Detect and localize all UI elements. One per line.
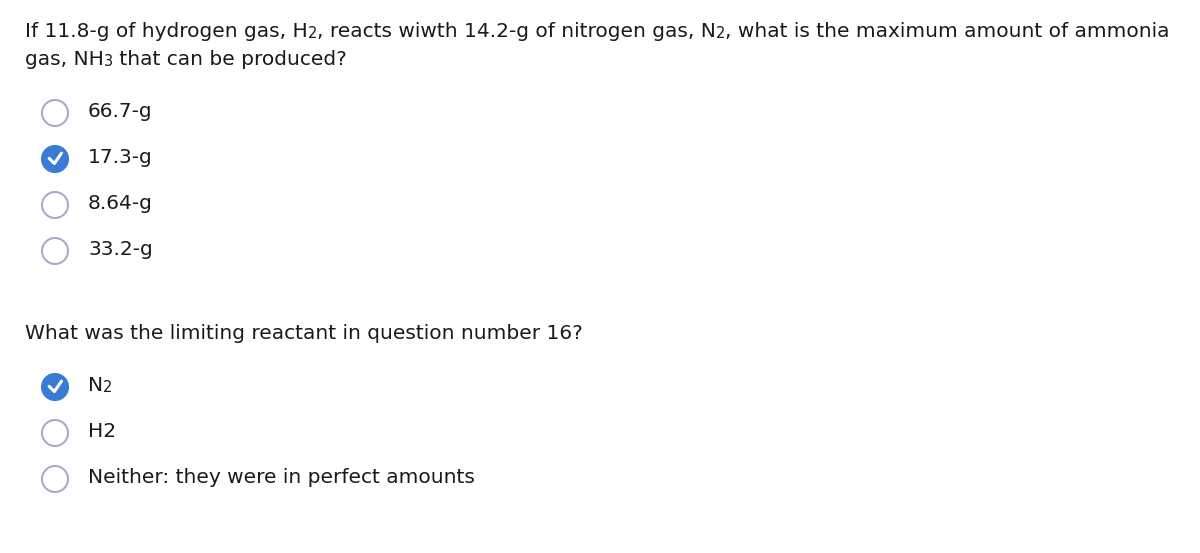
Text: 2: 2 <box>716 26 725 41</box>
Text: , what is the maximum amount of ammonia: , what is the maximum amount of ammonia <box>725 22 1170 41</box>
Text: If 11.8-g of hydrogen gas, H: If 11.8-g of hydrogen gas, H <box>25 22 307 41</box>
Text: 66.7-g: 66.7-g <box>88 102 152 121</box>
Text: gas, NH: gas, NH <box>25 50 104 69</box>
Text: What was the limiting reactant in question number 16?: What was the limiting reactant in questi… <box>25 324 583 343</box>
Text: N: N <box>88 376 103 395</box>
Text: 33.2-g: 33.2-g <box>88 240 152 259</box>
Text: 17.3-g: 17.3-g <box>88 148 152 167</box>
Text: that can be produced?: that can be produced? <box>113 50 347 69</box>
Text: Neither: they were in perfect amounts: Neither: they were in perfect amounts <box>88 468 475 487</box>
Circle shape <box>42 374 68 400</box>
Text: 2: 2 <box>307 26 317 41</box>
Text: 8.64-g: 8.64-g <box>88 194 152 213</box>
Text: 2: 2 <box>103 380 113 395</box>
Text: H2: H2 <box>88 422 116 441</box>
Text: , reacts wiwth 14.2-g of nitrogen gas, N: , reacts wiwth 14.2-g of nitrogen gas, N <box>317 22 716 41</box>
Circle shape <box>42 146 68 172</box>
Text: 3: 3 <box>104 54 113 69</box>
